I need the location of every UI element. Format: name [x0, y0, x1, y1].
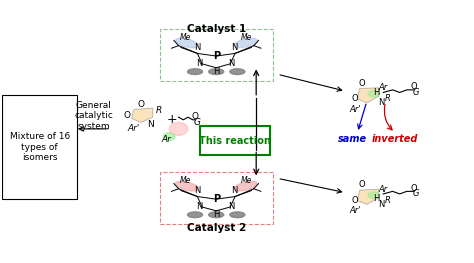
Text: N: N: [194, 43, 201, 52]
Text: N: N: [194, 186, 201, 195]
Text: Ar: Ar: [379, 185, 388, 194]
Text: same: same: [338, 134, 367, 144]
Text: R: R: [385, 196, 391, 205]
Ellipse shape: [209, 212, 224, 218]
Text: This reaction: This reaction: [199, 136, 271, 146]
Ellipse shape: [234, 38, 257, 48]
FancyBboxPatch shape: [200, 126, 270, 155]
Text: R: R: [155, 106, 162, 115]
Text: Ar: Ar: [379, 83, 388, 92]
Text: O: O: [191, 112, 199, 121]
Text: N: N: [228, 59, 235, 68]
Text: O: O: [359, 180, 365, 189]
Text: N: N: [378, 200, 384, 209]
Text: H: H: [213, 210, 219, 219]
Text: Mixture of 16
types of
isomers: Mixture of 16 types of isomers: [9, 132, 70, 162]
Text: P: P: [213, 51, 220, 61]
Text: Ar: Ar: [162, 135, 172, 144]
Text: General
catalytic
system: General catalytic system: [74, 101, 113, 131]
Text: O: O: [352, 196, 358, 205]
Text: Catalyst 1: Catalyst 1: [187, 24, 246, 34]
Text: O: O: [123, 112, 130, 120]
FancyBboxPatch shape: [2, 95, 77, 199]
Polygon shape: [357, 88, 379, 103]
Ellipse shape: [188, 69, 202, 74]
Text: Catalyst 2: Catalyst 2: [187, 223, 246, 233]
Text: Me: Me: [180, 176, 191, 185]
Ellipse shape: [175, 181, 199, 191]
Text: Me: Me: [241, 176, 253, 185]
Text: O: O: [410, 184, 417, 193]
Ellipse shape: [163, 133, 175, 141]
Polygon shape: [357, 189, 379, 204]
Ellipse shape: [230, 69, 245, 74]
Ellipse shape: [230, 212, 245, 218]
Text: N: N: [147, 120, 154, 129]
Text: O: O: [359, 79, 365, 88]
Ellipse shape: [169, 122, 188, 135]
Text: H: H: [373, 88, 379, 97]
Text: N: N: [228, 203, 235, 211]
Text: Me: Me: [180, 33, 191, 42]
Text: G: G: [194, 118, 201, 127]
Ellipse shape: [209, 69, 224, 74]
Ellipse shape: [368, 192, 380, 199]
Text: N: N: [378, 98, 384, 107]
Ellipse shape: [368, 90, 380, 97]
Text: Ar': Ar': [128, 124, 140, 133]
Text: N: N: [197, 59, 203, 68]
Text: inverted: inverted: [372, 134, 418, 144]
Text: O: O: [410, 82, 417, 91]
Text: G: G: [413, 88, 419, 97]
Text: N: N: [197, 203, 203, 211]
Ellipse shape: [188, 212, 202, 218]
Text: P: P: [213, 194, 220, 204]
Polygon shape: [131, 108, 153, 122]
Text: Me: Me: [241, 33, 253, 42]
Text: H: H: [373, 194, 379, 203]
Text: G: G: [413, 189, 419, 199]
Text: O: O: [352, 94, 358, 103]
Text: R: R: [385, 94, 391, 103]
Text: Ar': Ar': [349, 206, 361, 215]
Text: N: N: [231, 43, 237, 52]
Text: +: +: [166, 113, 177, 126]
Text: O: O: [137, 100, 145, 109]
Ellipse shape: [234, 181, 257, 191]
Text: Ar': Ar': [349, 105, 361, 114]
Text: N: N: [231, 186, 237, 195]
Text: H: H: [213, 67, 219, 76]
Ellipse shape: [175, 38, 199, 48]
